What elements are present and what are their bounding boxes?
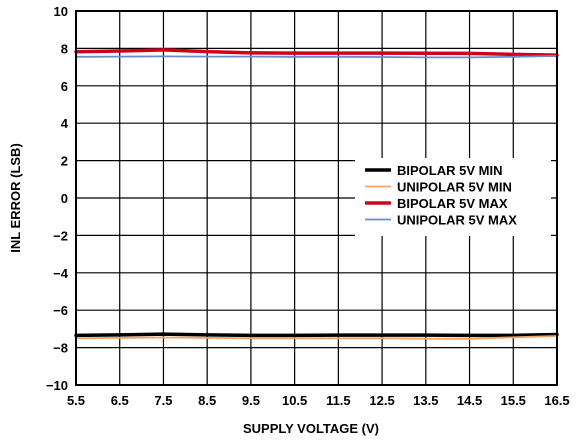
plot-border (75, 10, 558, 386)
x-tick-label: 10.5 (282, 393, 307, 408)
x-tick-label: 12.5 (369, 393, 394, 408)
y-tick-label: 2 (61, 154, 68, 169)
y-tick-label: −8 (53, 341, 68, 356)
series-line-unipolar-5v-min (75, 335, 558, 340)
series-line-bipolar-5v-min (74, 332, 559, 338)
legend-label: UNIPOLAR 5V MAX (397, 213, 517, 228)
series-line-bipolar-5v-max (74, 48, 559, 57)
x-tick-label: 6.5 (111, 393, 129, 408)
x-tick-label: 7.5 (154, 393, 172, 408)
x-tick-label: 16.5 (544, 393, 569, 408)
y-tick-label: 0 (61, 191, 68, 206)
x-tick-label: 14.5 (457, 393, 482, 408)
y-tick-label: 6 (61, 79, 68, 94)
x-tick-label: 5.5 (67, 393, 85, 408)
x-tick-label: 11.5 (326, 393, 351, 408)
y-axis-ticks: −10 −8 −6 −4 −2 0 2 4 6 8 10 (46, 4, 69, 393)
y-axis-title: INL ERROR (LSB) (8, 143, 23, 253)
legend-label: BIPOLAR 5V MIN (397, 163, 502, 178)
y-tick-label: −4 (53, 266, 69, 281)
y-tick-label: −6 (53, 303, 68, 318)
x-axis-title: SUPPLY VOLTAGE (V) (243, 421, 379, 436)
y-tick-label: 10 (54, 4, 68, 19)
x-tick-label: 9.5 (242, 393, 260, 408)
y-tick-label: 4 (61, 116, 69, 131)
plot-frame (75, 10, 558, 386)
x-axis-ticks: 5.5 6.5 7.5 8.5 9.5 10.5 11.5 12.5 13.5 14.5 15.5 1… (67, 393, 570, 408)
y-tick-label: −10 (46, 378, 68, 393)
series-lines (74, 48, 559, 340)
legend-label: UNIPOLAR 5V MIN (397, 180, 512, 195)
x-tick-label: 13.5 (413, 393, 438, 408)
y-tick-label: −2 (53, 228, 68, 243)
legend-label: BIPOLAR 5V MAX (397, 196, 508, 211)
y-tick-label: 8 (61, 41, 68, 56)
x-tick-label: 8.5 (198, 393, 216, 408)
series-line-unipolar-5v-max (75, 55, 558, 59)
x-tick-label: 15.5 (501, 393, 526, 408)
